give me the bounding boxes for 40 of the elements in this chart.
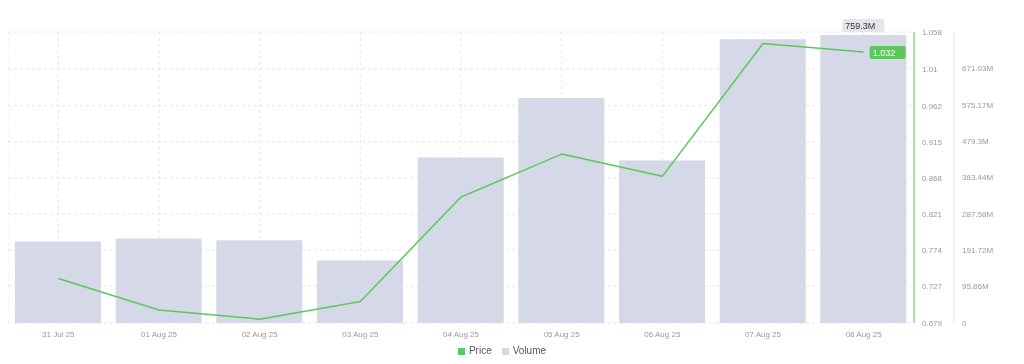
y-tick-label: 0.727 [922, 281, 943, 291]
bar [820, 34, 907, 323]
x-tick-label: 01 Aug 25 [140, 329, 178, 339]
y2-tick-label: 95.86M [962, 282, 990, 292]
x-tick-label: 08 Aug 25 [845, 329, 883, 339]
data-label: 1.032 [872, 47, 896, 58]
legend-label: Price [468, 345, 492, 356]
y-tick-label: 0.774 [922, 245, 943, 255]
y-tick-label: 0.962 [922, 101, 943, 111]
x-tick-label: 02 Aug 25 [241, 329, 279, 339]
legend-label: Volume [512, 345, 547, 356]
bar [719, 39, 806, 323]
bar [115, 238, 202, 323]
y2-tick-label: 0 [962, 318, 967, 328]
y-tick-label: 0.915 [922, 137, 943, 147]
x-tick-label: 05 Aug 25 [543, 329, 581, 339]
x-tick-label: 03 Aug 25 [342, 329, 379, 339]
bar [619, 160, 705, 323]
x-tick-label: 06 Aug 25 [644, 329, 681, 339]
y2-tick-label: 191.72M [962, 246, 994, 256]
x-tick-label: 04 Aug 25 [442, 329, 480, 339]
y2-tick-label: 575.17M [962, 100, 994, 110]
x-tick-label: 31 Jul 25 [42, 329, 76, 339]
line-series [57, 42, 865, 320]
data-label: 759.3M [845, 20, 876, 31]
y2-tick-label: 671.03M [962, 64, 994, 74]
y2-tick-label: 479.3M [962, 136, 990, 146]
x-tick-label: 07 Aug 25 [744, 329, 782, 339]
bar [317, 260, 403, 323]
bar [518, 98, 605, 323]
y2-tick-label: 287.58M [962, 209, 994, 219]
bar [15, 241, 101, 323]
y-tick-label: 1.058 [922, 27, 943, 37]
bar [216, 240, 303, 323]
y2-tick-label: 383.44M [962, 173, 994, 183]
y-tick-label: 0.679 [922, 318, 943, 328]
bar [417, 157, 504, 323]
y-tick-label: 0.821 [922, 209, 943, 219]
y-tick-label: 1.01 [922, 64, 939, 74]
y-tick-label: 0.868 [922, 173, 943, 183]
